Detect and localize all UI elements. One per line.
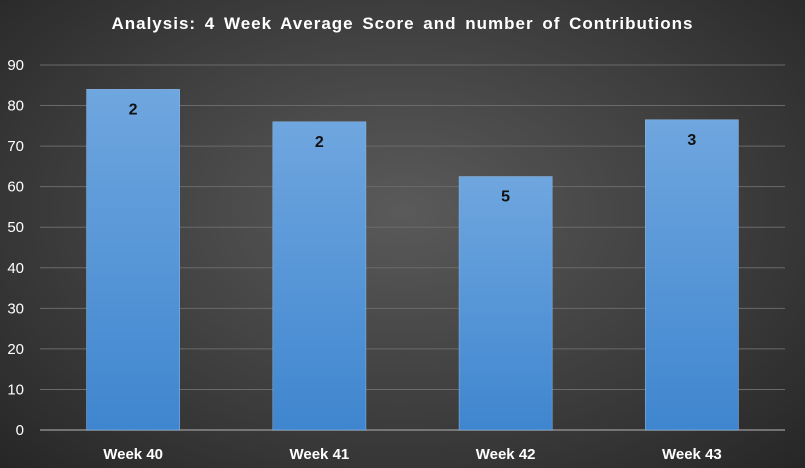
y-tick-label: 0 — [16, 422, 24, 439]
bar — [645, 119, 739, 431]
data-label: 3 — [687, 132, 696, 149]
y-tick-label: 40 — [7, 260, 24, 277]
y-tick-label: 50 — [7, 219, 24, 236]
data-label: 2 — [129, 101, 138, 118]
y-tick-label: 10 — [7, 381, 24, 398]
bars — [86, 89, 739, 431]
bar — [272, 121, 367, 431]
y-tick-label: 20 — [7, 341, 24, 358]
bar — [458, 176, 553, 431]
x-tick-label: Week 40 — [103, 446, 163, 463]
y-tick-label: 30 — [7, 300, 24, 317]
y-tick-label: 70 — [7, 138, 24, 155]
chart-title: Analysis: 4 Week Average Score and numbe… — [111, 14, 694, 33]
x-tick-label: Week 43 — [662, 446, 722, 463]
data-label: 5 — [501, 189, 510, 206]
bar — [86, 89, 180, 431]
data-label: 2 — [315, 134, 324, 151]
labels: 0 10 20 30 40 50 60 70 80 90 2 Week 40 2 Week 41 5 Week… — [7, 57, 721, 463]
x-tick-label: Week 42 — [476, 446, 536, 463]
y-tick-label: 60 — [7, 179, 24, 196]
y-tick-label: 80 — [7, 98, 24, 115]
y-tick-label: 90 — [7, 57, 24, 74]
x-tick-label: Week 41 — [289, 446, 349, 463]
